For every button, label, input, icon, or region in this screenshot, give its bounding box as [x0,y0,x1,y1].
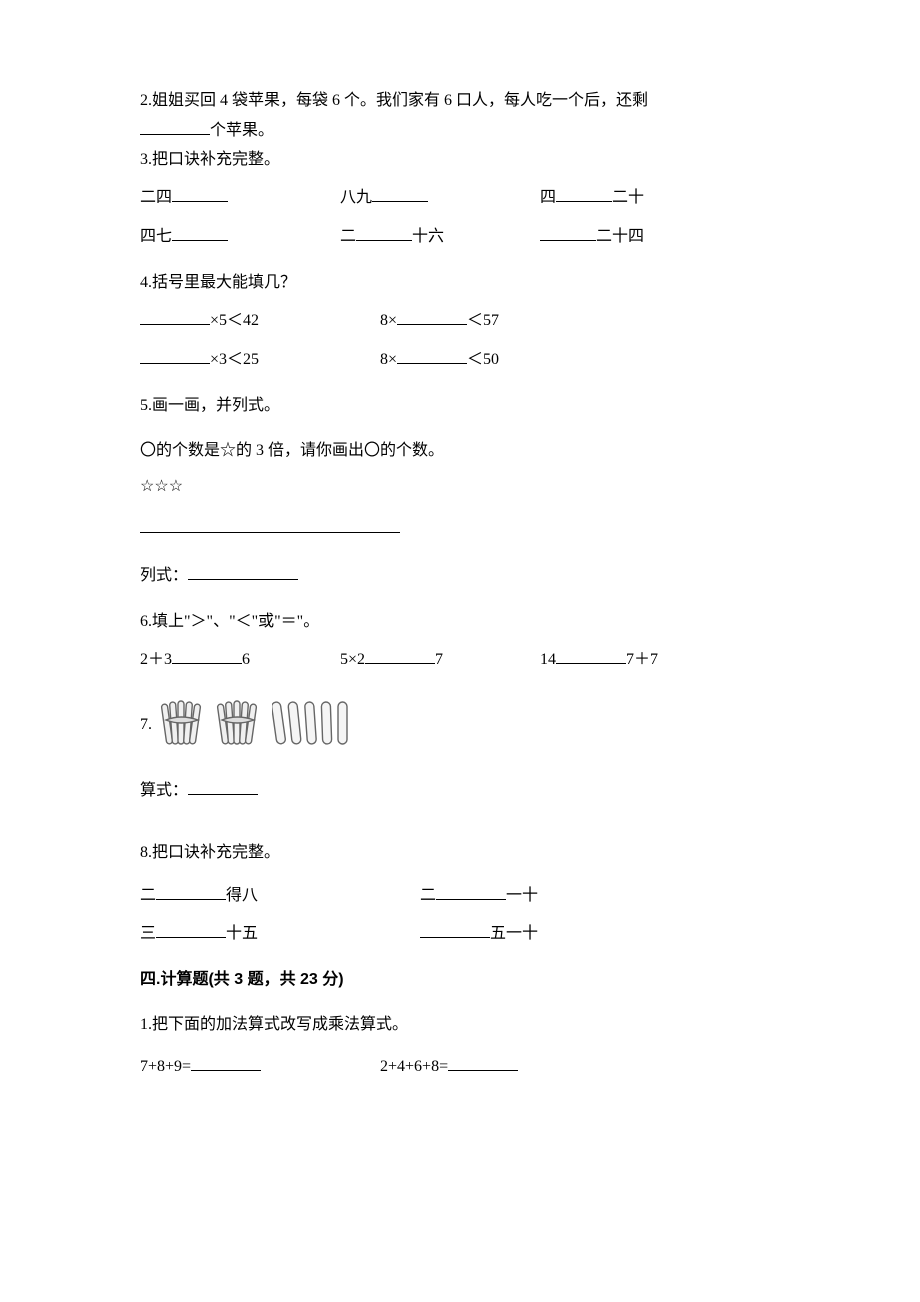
q8-r1c2-pre: 二 [420,887,436,904]
q3-r2c2-blank[interactable] [356,224,412,241]
q6-row: 2＋3 6 5×2 7 14 7＋7 [140,647,780,671]
q3-title: 3.把口诀补充完整。 [140,149,780,171]
q5-title: 5.画一画，并列式。 [140,395,780,417]
q3-r1c2-blank[interactable] [372,185,428,202]
q2-line2: 个苹果。 [140,118,780,142]
q7-row: 7. [140,694,780,756]
q8-r2c1-blank[interactable] [156,921,226,938]
q4-r1c1-blank[interactable] [140,308,210,325]
q4-r2c1: ×3＜25 [210,351,259,368]
q3-r1c3-blank[interactable] [556,185,612,202]
s4q1-c1-blank[interactable] [191,1054,261,1071]
q4-r1c2-blank[interactable] [397,308,467,325]
q8-r1c1-blank[interactable] [156,883,226,900]
q4-r2c2-pre: 8× [380,351,397,368]
q8-title: 8.把口诀补充完整。 [140,842,780,864]
q3-r1c2-pre: 八九 [340,189,372,206]
q6-c3-blank[interactable] [556,647,626,664]
q4-r2c2-blank[interactable] [397,347,467,364]
q6-c1-suf: 6 [242,651,250,668]
q5-formula: 列式： [140,563,780,587]
q4-row1: ×5＜42 8× ＜57 [140,308,780,332]
q3-r2c2-pre: 二 [340,228,356,245]
q7-formula-blank[interactable] [188,778,258,795]
sticks-bundle-icon [216,698,258,746]
q3-r1c3-suf: 二十 [612,189,644,206]
s4q1-c1: 7+8+9= [140,1058,191,1075]
q8-row1: 二 得八 二 一十 [140,883,780,907]
q8-r1c1-suf: 得八 [226,887,258,904]
q6-c3-pre: 14 [540,651,556,668]
q7-sticks-figure [160,698,362,746]
q5-stars: ☆☆☆ [140,476,780,498]
q8-r2c1-suf: 十五 [226,925,258,942]
q4-r2c2-suf: ＜50 [467,351,499,368]
q3-row1: 二四 八九 四 二十 [140,185,780,209]
q3-r1c1-pre: 二四 [140,189,172,206]
q8-row2: 三 十五 五一十 [140,921,780,945]
q4-title: 4.括号里最大能填几？ [140,272,780,294]
q6-c2-blank[interactable] [365,647,435,664]
q8-r1c2-blank[interactable] [436,883,506,900]
q5-formula-blank[interactable] [188,563,298,580]
s4q1-c2: 2+4+6+8= [380,1058,448,1075]
q5-desc: 〇的个数是☆的 3 倍，请你画出〇的个数。 [140,440,780,462]
q3-r2c3-suf: 二十四 [596,228,644,245]
q2-line1: 2.姐姐买回 4 袋苹果，每袋 6 个。我们家有 6 口人，每人吃一个后，还剩 [140,90,780,112]
q6-c3-suf: 7＋7 [626,651,658,668]
q3-r1c1-blank[interactable] [172,185,228,202]
q6-c1-pre: 2＋3 [140,651,172,668]
q3-r2c1-pre: 四七 [140,228,172,245]
q6-c1-blank[interactable] [172,647,242,664]
q2-blank[interactable] [140,118,210,135]
q5-formula-label: 列式： [140,567,188,584]
q4-r2c1-blank[interactable] [140,347,210,364]
q3-r1c3-pre: 四 [540,189,556,206]
s4q1-row: 7+8+9= 2+4+6+8= [140,1054,780,1078]
q3-r2c2-suf: 十六 [412,228,444,245]
q4-r1c1: ×5＜42 [210,312,259,329]
q8-r1c2-suf: 一十 [506,887,538,904]
q8-r2c2-suf: 五一十 [490,925,538,942]
q3-r2c1-blank[interactable] [172,224,228,241]
q7-formula-label: 算式： [140,782,188,799]
s4q1-title: 1.把下面的加法算式改写成乘法算式。 [140,1014,780,1036]
s4q1-c2-blank[interactable] [448,1054,518,1071]
sticks-bundle-icon [160,698,202,746]
q6-title: 6.填上"＞"、"＜"或"＝"。 [140,611,780,633]
q4-r1c2-pre: 8× [380,312,397,329]
section4-heading: 四.计算题(共 3 题，共 23 分) [140,969,780,991]
q6-c2-pre: 5×2 [340,651,365,668]
q4-r1c2-suf: ＜57 [467,312,499,329]
q7-label: 7. [140,714,152,736]
q3-r2c3-blank[interactable] [540,224,596,241]
q8-r2c1-pre: 三 [140,925,156,942]
q8-r1c1-pre: 二 [140,887,156,904]
q4-row2: ×3＜25 8× ＜50 [140,347,780,371]
q5-draw-blank[interactable] [140,516,400,533]
q5-draw-line [140,516,780,540]
q7-formula: 算式： [140,778,780,802]
q3-row2: 四七 二 十六 二十四 [140,224,780,248]
q6-c2-suf: 7 [435,651,443,668]
sticks-loose-icon [272,698,362,746]
q2-line2-suffix: 个苹果。 [210,122,274,139]
q8-r2c2-blank[interactable] [420,921,490,938]
